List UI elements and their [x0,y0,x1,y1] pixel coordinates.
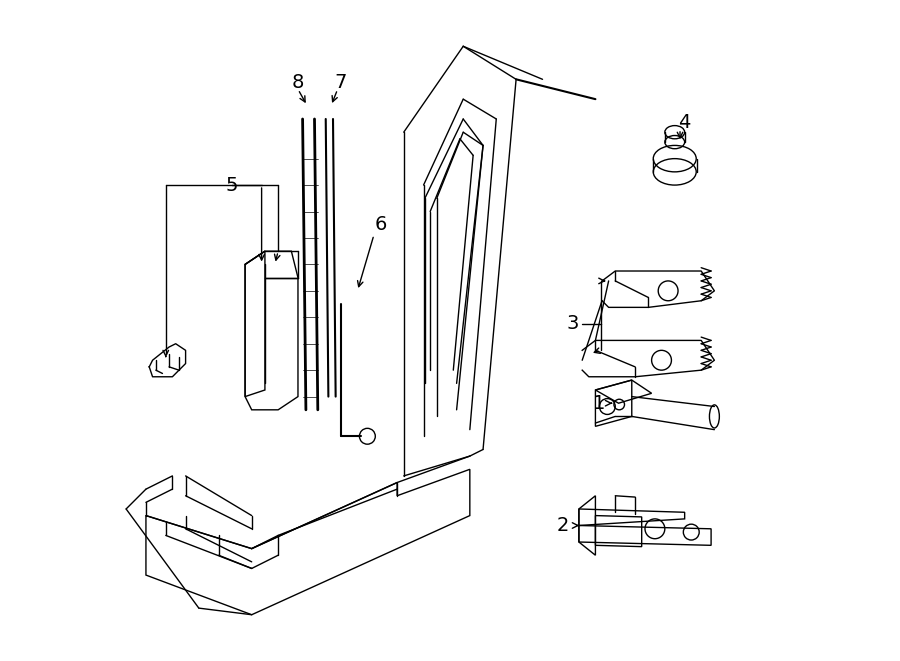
Text: 2: 2 [556,516,569,535]
Text: 5: 5 [226,176,239,194]
Text: 8: 8 [292,73,304,92]
Text: 4: 4 [678,113,690,132]
Text: 7: 7 [335,73,347,92]
Text: 6: 6 [374,215,387,234]
Text: 1: 1 [593,394,606,412]
Text: 3: 3 [566,315,579,333]
